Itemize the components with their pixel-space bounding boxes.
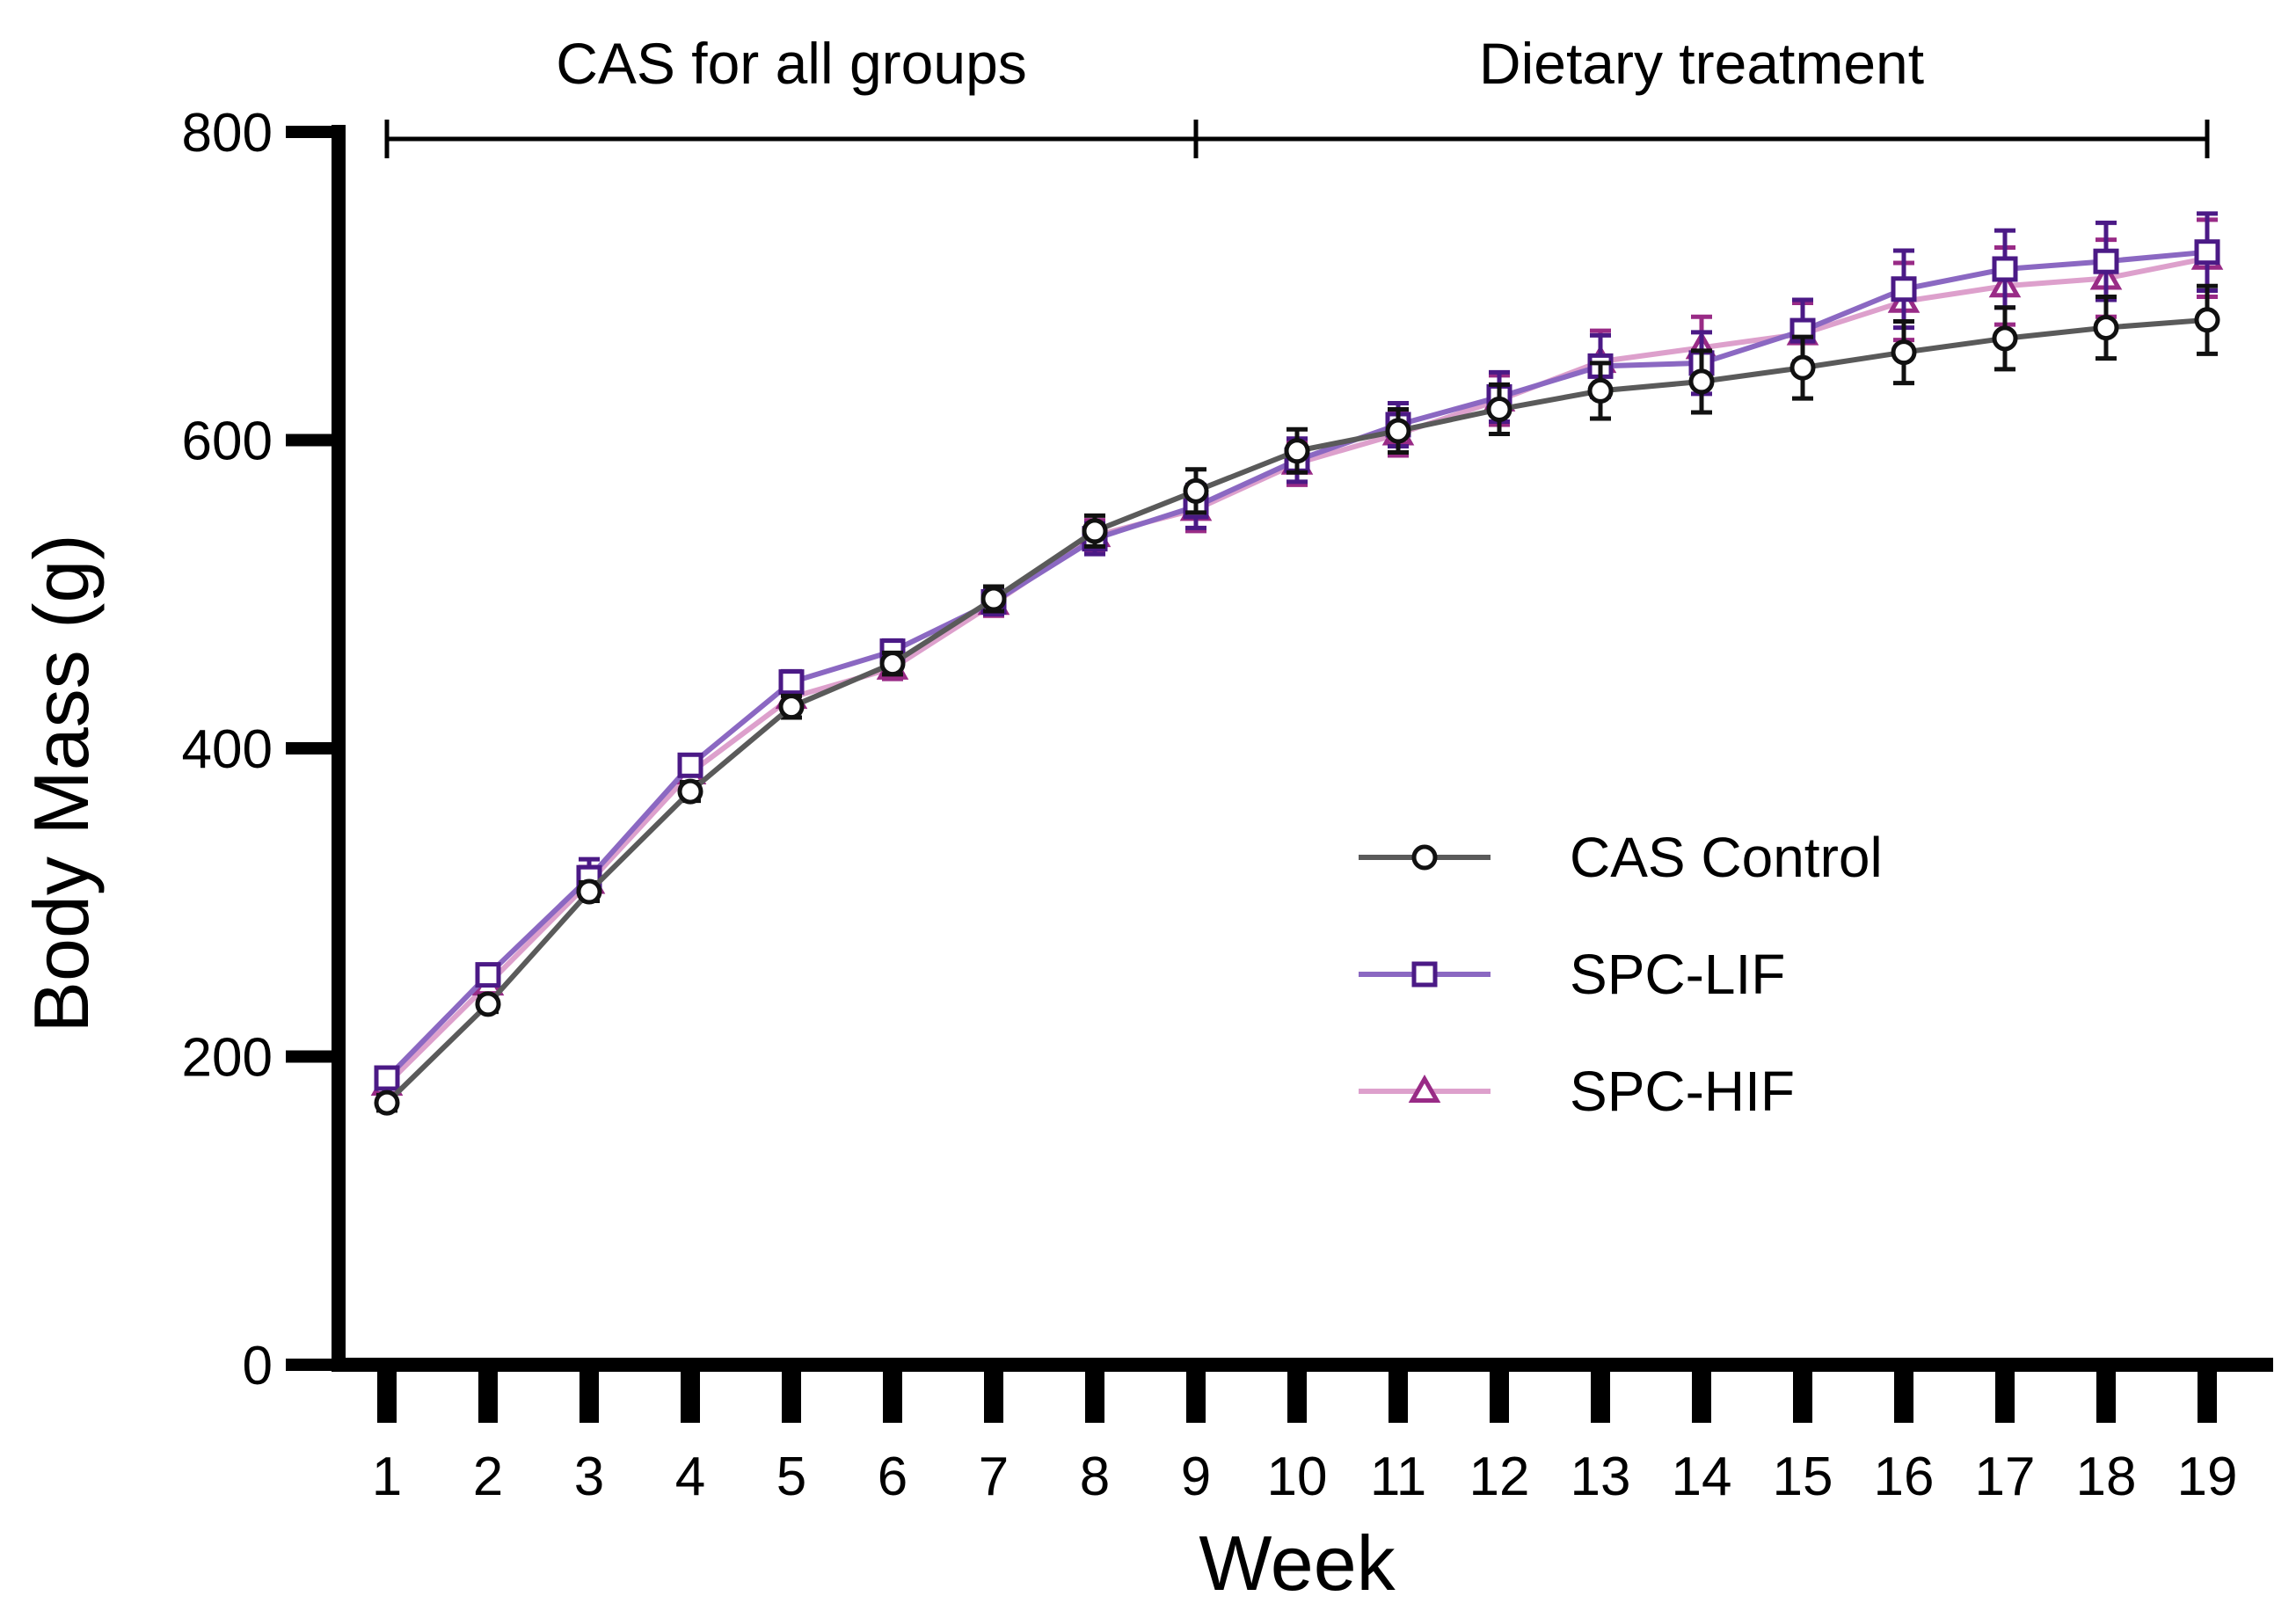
y-axis-title: Body Mass (g): [18, 534, 105, 1032]
legend-marker: [1408, 1074, 1441, 1103]
y-tick-label: 0: [243, 1336, 273, 1396]
data-point: [576, 878, 602, 905]
annotation-label: Dietary treatment: [1479, 31, 1924, 96]
legend-item: CAS Control: [1359, 826, 1883, 889]
x-tick-label: 12: [1469, 1447, 1530, 1507]
data-point: [778, 669, 805, 696]
x-tick-label: 10: [1267, 1447, 1328, 1507]
data-point: [677, 752, 703, 778]
data-point: [677, 778, 703, 805]
series-spc-hif: [370, 217, 2224, 1097]
data-point: [475, 962, 501, 988]
data-point: [2093, 248, 2119, 274]
x-tick-label: 8: [1080, 1447, 1110, 1507]
x-tick-label: 1: [372, 1447, 402, 1507]
x-tick-label: 19: [2177, 1447, 2238, 1507]
period-annotations: CAS for all groups Dietary treatment: [384, 31, 2210, 158]
data-point: [1789, 354, 1816, 381]
data-point: [475, 991, 501, 1017]
data-point: [1486, 396, 1512, 422]
legend-marker: [1411, 844, 1438, 871]
x-tick-label: 4: [675, 1447, 705, 1507]
y-tick-label: 200: [182, 1028, 273, 1089]
data-point: [1183, 477, 1209, 504]
data-point: [1082, 518, 1108, 544]
data-point: [2194, 239, 2220, 266]
x-tick-label: 7: [979, 1447, 1009, 1507]
data-point: [1284, 438, 1310, 464]
data-point: [374, 1065, 400, 1091]
x-tick-label: 2: [473, 1447, 503, 1507]
legend-marker: [1411, 961, 1438, 988]
x-tick-label: 14: [1672, 1447, 1732, 1507]
data-point: [879, 651, 906, 677]
legend-item: SPC-LIF: [1359, 943, 1785, 1006]
legend-label: SPC-LIF: [1570, 943, 1785, 1006]
x-tick-label: 18: [2076, 1447, 2137, 1507]
x-tick-label: 13: [1571, 1447, 1631, 1507]
series-line: [384, 249, 2208, 1081]
data-point: [1385, 418, 1411, 444]
annotation-label: CAS for all groups: [556, 31, 1027, 96]
legend-label: CAS Control: [1570, 826, 1883, 889]
y-tick-label: 600: [182, 412, 273, 472]
series-line: [384, 255, 2208, 1087]
y-tick-label: 800: [182, 103, 273, 164]
data-point: [980, 586, 1007, 612]
series-cas-control: [374, 283, 2220, 1116]
y-tick-label: 400: [182, 719, 273, 780]
data-point: [1992, 256, 2018, 282]
x-tick-label: 11: [1370, 1447, 1426, 1507]
data-point: [2093, 315, 2119, 341]
x-tick-label: 16: [1874, 1447, 1935, 1507]
x-tick-label: 9: [1181, 1447, 1211, 1507]
x-axis-title: Week: [1199, 1520, 1396, 1607]
x-tick-label: 17: [1975, 1447, 2036, 1507]
data-point: [374, 1090, 400, 1116]
data-point: [1688, 368, 1715, 395]
series-layer: [370, 211, 2224, 1116]
data-point: [778, 694, 805, 720]
data-point: [2194, 307, 2220, 333]
data-point: [1891, 276, 1917, 302]
x-tick-label: 15: [1773, 1447, 1833, 1507]
legend: CAS Control SPC-LIF SPC-HIF: [1359, 826, 1883, 1123]
legend-label: SPC-HIF: [1570, 1060, 1795, 1123]
x-tick-label: 5: [776, 1447, 806, 1507]
legend-item: SPC-HIF: [1359, 1060, 1795, 1123]
data-point: [1891, 339, 1917, 366]
data-point: [1587, 377, 1614, 404]
x-tick-label: 6: [878, 1447, 907, 1507]
data-point: [1992, 325, 2018, 352]
x-tick-label: 3: [574, 1447, 604, 1507]
